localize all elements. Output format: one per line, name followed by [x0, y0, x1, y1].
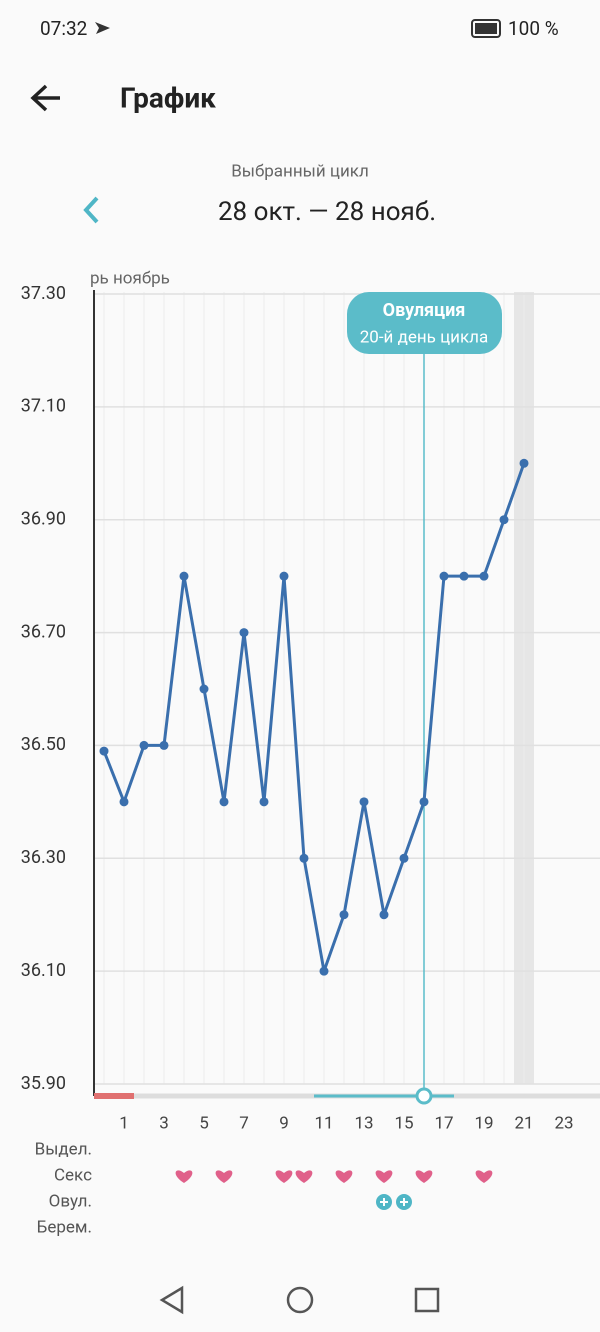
plus-sign — [380, 1198, 388, 1206]
prev-cycle[interactable] — [83, 196, 99, 224]
battery-fill — [475, 23, 497, 34]
heart-icon — [415, 1170, 433, 1183]
x-tick-label: 17 — [434, 1113, 453, 1133]
x-tick-label: 9 — [279, 1113, 289, 1133]
y-tick-label: 36.30 — [21, 847, 66, 868]
month-label: рь ноябрь — [90, 268, 170, 288]
y-tick-label: 36.10 — [21, 960, 66, 981]
x-tick-label: 5 — [199, 1113, 209, 1133]
x-tick-label: 7 — [239, 1113, 249, 1133]
plus-sign — [400, 1198, 408, 1206]
back-button[interactable] — [30, 84, 60, 112]
temperature-point — [459, 571, 469, 581]
plot-area: 1 3 5 7 9 11 13 15 17 19 21 23 — [103, 292, 574, 1133]
temperature-point — [339, 910, 349, 920]
y-tick-label: 37.30 — [21, 283, 66, 304]
y-tick-label: 37.10 — [21, 396, 66, 417]
temperature-point — [519, 458, 529, 468]
heart-icon — [215, 1170, 233, 1183]
temperature-point — [279, 571, 289, 581]
x-tick-label: 13 — [354, 1113, 373, 1133]
status-battery: 100 % — [508, 17, 559, 40]
heart-icon — [335, 1170, 353, 1183]
temperature-line — [102, 462, 526, 973]
temperature-point — [99, 746, 109, 756]
y-tick-label: 36.70 — [21, 621, 66, 642]
temperature-point — [479, 571, 489, 581]
telegram-icon — [95, 22, 110, 34]
temperature-point — [119, 797, 129, 807]
y-tick-label: 36.50 — [21, 734, 66, 755]
heart-icon — [175, 1170, 193, 1183]
heart-icon — [375, 1170, 393, 1183]
temperature-point — [439, 571, 449, 581]
cycle-label: Выбранный цикл — [231, 161, 369, 181]
temperature-point — [239, 628, 249, 638]
y-tick-label: 36.90 — [21, 508, 66, 529]
temperature-point — [359, 797, 369, 807]
row-label: Выдел. — [35, 1139, 92, 1159]
battery-icon — [471, 19, 501, 38]
temperature-point — [199, 684, 209, 694]
temperature-point — [159, 740, 169, 750]
row-label: Секс — [54, 1165, 92, 1185]
temperature-point — [399, 853, 409, 863]
y-tick-label: 35.90 — [21, 1073, 66, 1094]
x-tick-label: 11 — [314, 1113, 333, 1133]
x-tick-label: 15 — [394, 1113, 413, 1133]
temperature-point — [379, 910, 389, 920]
heart-icon — [475, 1170, 493, 1183]
x-tick-label: 1 — [119, 1113, 129, 1133]
row-label: Овул. — [49, 1191, 92, 1211]
x-tick-label: 3 — [159, 1113, 169, 1133]
ovulation-bubble — [347, 292, 502, 354]
heart-icon — [275, 1170, 293, 1183]
temperature-point — [179, 571, 189, 581]
ovulation-title: Овуляция — [383, 300, 466, 321]
temperature-point — [319, 966, 329, 976]
header-title: График — [120, 81, 216, 114]
nav-back[interactable] — [159, 1285, 184, 1315]
ovulation-marker — [415, 1087, 433, 1105]
row-label: Берем. — [37, 1217, 92, 1237]
temperature-point — [259, 797, 269, 807]
x-tick-label: 21 — [514, 1113, 533, 1133]
x-tick-label: 19 — [474, 1113, 493, 1133]
nav-home[interactable] — [286, 1286, 314, 1314]
temperature-point — [139, 740, 149, 750]
cycle-range: 28 окт. — 28 нояб. — [218, 197, 436, 227]
nav-recent[interactable] — [414, 1287, 440, 1313]
temperature-point — [499, 515, 509, 525]
temperature-point — [219, 797, 229, 807]
x-tick-label: 23 — [554, 1113, 573, 1133]
temperature-point — [299, 853, 309, 863]
temperature-point — [419, 797, 429, 807]
status-time: 07:32 — [40, 17, 87, 40]
heart-icon — [295, 1170, 313, 1183]
ovulation-subtitle: 20-й день цикла — [360, 327, 489, 347]
